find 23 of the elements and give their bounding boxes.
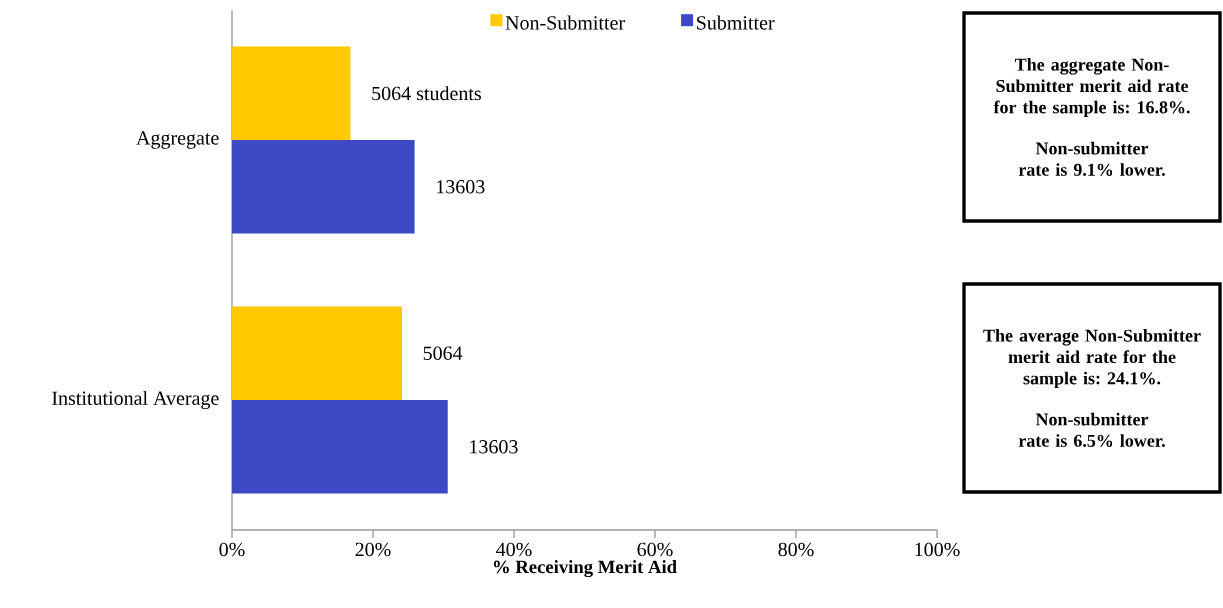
bar [232,400,448,494]
text: Non-submitter rate is 6.5% lower. [1018,412,1165,447]
y-tick-label: Aggregate [136,131,219,149]
x-tick-label: 40% [496,542,532,557]
annotation: 13603 [437,180,485,194]
x-tick-label: 80% [778,542,814,557]
annotation: 5064 students [372,86,481,101]
x-tick-label: 0% [219,542,245,557]
text: The average Non-Submitter merit aid rate for the sample is: 24.1%. [983,329,1201,389]
x-tick-label: 60% [637,542,673,557]
x-axis-title: % Receiving Merit Aid [493,560,677,578]
y-tick-label: Institutional Average [52,390,219,410]
legend-label: Submitter [697,15,775,30]
text: The aggregate Non-Submitter merit aid rate for the sample is: 16.8%. [993,58,1190,118]
bar [232,306,402,400]
bar [232,139,415,234]
x-tick-label: 100% [915,542,960,557]
text: Non-submitter rate is 9.1% lower. [1018,141,1165,176]
x-tick-label: 20% [355,542,391,557]
annotation: 5064 [423,346,463,360]
annotation: 13603 [470,440,518,454]
bar [232,46,351,140]
legend-label: Non-Submitter [505,15,625,30]
